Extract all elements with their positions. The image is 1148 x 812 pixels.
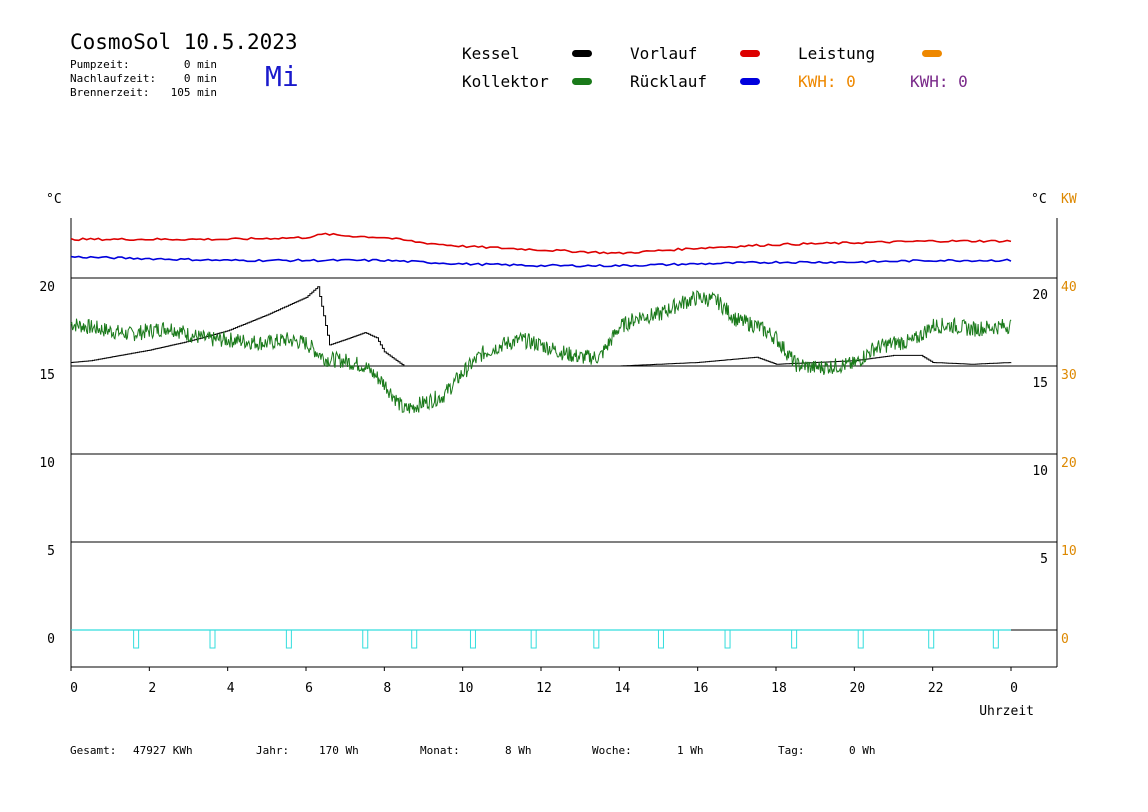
pump-pulse bbox=[362, 629, 369, 649]
footer-tag-value: 0 Wh bbox=[849, 744, 876, 757]
y-tick-label-kw: 20 bbox=[1061, 456, 1077, 471]
legend-kessel-swatch bbox=[572, 50, 592, 57]
y-tick-label-kw: 0 bbox=[1061, 632, 1069, 647]
stat-pumpzeit-label: Pumpzeit: bbox=[70, 58, 130, 71]
y-tick-label-left: 20 bbox=[39, 280, 55, 295]
legend-kwh-purple: KWH: 0 bbox=[910, 72, 968, 91]
series-vorlauf bbox=[70, 232, 1012, 255]
chart-title: CosmoSol 10.5.2023 bbox=[70, 30, 298, 54]
footer-tag-label: Tag: bbox=[778, 744, 805, 757]
y-tick-label-right: 15 bbox=[1032, 376, 1048, 391]
legend-ruecklauf-label: Rücklauf bbox=[630, 72, 708, 91]
x-tick-label: 8 bbox=[383, 681, 391, 696]
pump-pulse bbox=[657, 629, 664, 649]
footer-gesamt-value: 47927 KWh bbox=[133, 744, 193, 757]
x-tick-label: 0 bbox=[1010, 681, 1018, 696]
x-tick-label: 20 bbox=[850, 681, 866, 696]
stat-nachlaufzeit-value: 0 min bbox=[183, 72, 217, 85]
y-tick-label-kw: 30 bbox=[1061, 368, 1077, 383]
x-tick-label: 0 bbox=[70, 681, 78, 696]
y-tick-label-left: 5 bbox=[47, 544, 55, 559]
x-tick-label: 22 bbox=[928, 681, 944, 696]
pump-pulse bbox=[285, 629, 292, 649]
y-axis-label-left: °C bbox=[46, 192, 62, 207]
pump-pulse bbox=[593, 629, 600, 649]
x-tick-label: 14 bbox=[615, 681, 631, 696]
y-tick-label-right: 10 bbox=[1032, 464, 1048, 479]
legend-kollektor-swatch bbox=[572, 78, 592, 85]
series-kessel bbox=[71, 286, 1012, 367]
y-axis-label-right: °C bbox=[1031, 192, 1047, 207]
stat-brennerzeit-label: Brennerzeit: bbox=[70, 86, 150, 99]
pump-pulse bbox=[791, 629, 798, 649]
footer-woche-value: 1 Wh bbox=[677, 744, 704, 757]
stat-pumpzeit-value: 0 min bbox=[183, 58, 217, 71]
x-tick-label: 16 bbox=[693, 681, 709, 696]
footer-jahr-value: 170 Wh bbox=[319, 744, 359, 757]
y-tick-label-kw: 40 bbox=[1061, 280, 1077, 295]
footer-monat-label: Monat: bbox=[420, 744, 460, 757]
stat-brennerzeit-value: 105 min bbox=[170, 86, 217, 99]
pump-pulse bbox=[209, 629, 216, 649]
pump-pulse bbox=[530, 629, 537, 649]
pump-pulse bbox=[133, 629, 140, 649]
legend-kessel-label: Kessel bbox=[462, 44, 520, 63]
series-ruecklauf bbox=[70, 255, 1012, 268]
x-tick-label: 6 bbox=[305, 681, 313, 696]
legend-leistung-swatch bbox=[922, 50, 942, 57]
x-axis-label: Uhrzeit bbox=[979, 704, 1034, 719]
x-tick-label: 12 bbox=[536, 681, 552, 696]
x-tick-label: 10 bbox=[458, 681, 474, 696]
y-tick-label-right: 5 bbox=[1040, 552, 1048, 567]
pump-pulse bbox=[411, 629, 418, 649]
y-tick-label-left: 15 bbox=[39, 368, 55, 383]
weekday-label: Mi bbox=[265, 60, 299, 93]
legend-ruecklauf-swatch bbox=[740, 78, 760, 85]
y-tick-label-left: 10 bbox=[39, 456, 55, 471]
x-tick-label: 4 bbox=[227, 681, 235, 696]
legend-vorlauf-swatch bbox=[740, 50, 760, 57]
stat-nachlaufzeit-label: Nachlaufzeit: bbox=[70, 72, 157, 85]
y-tick-label-right: 20 bbox=[1032, 288, 1048, 303]
legend-kwh-orange: KWH: 0 bbox=[798, 72, 856, 91]
footer-woche-label: Woche: bbox=[592, 744, 632, 757]
pump-pulse bbox=[928, 629, 935, 649]
pump-pulse bbox=[724, 629, 731, 649]
y-tick-label-left: 0 bbox=[47, 632, 55, 647]
footer-monat-value: 8 Wh bbox=[505, 744, 532, 757]
y-axis-label-kw: KW bbox=[1061, 192, 1077, 207]
pump-pulse bbox=[992, 629, 999, 649]
footer-gesamt-label: Gesamt: bbox=[70, 744, 117, 757]
x-tick-label: 2 bbox=[148, 681, 156, 696]
pump-pulse bbox=[857, 629, 864, 649]
series-kollektor bbox=[70, 290, 1012, 414]
legend-vorlauf-label: Vorlauf bbox=[630, 44, 698, 63]
x-tick-label: 18 bbox=[771, 681, 787, 696]
footer-jahr-label: Jahr: bbox=[256, 744, 290, 757]
legend-kollektor-label: Kollektor bbox=[462, 72, 549, 91]
y-tick-label-kw: 10 bbox=[1061, 544, 1077, 559]
pump-pulse bbox=[469, 629, 476, 649]
legend-leistung-label: Leistung bbox=[798, 44, 876, 63]
